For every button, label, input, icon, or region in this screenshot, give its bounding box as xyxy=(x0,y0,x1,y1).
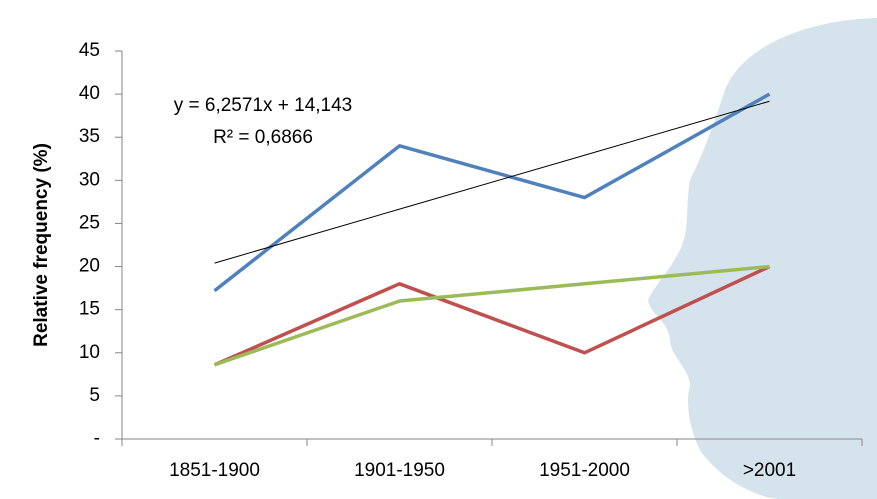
y-tick-label: 15 xyxy=(79,299,100,320)
series-line xyxy=(213,264,771,367)
x-tick-label: >2001 xyxy=(743,460,796,481)
series-line xyxy=(213,92,771,293)
face-silhouette xyxy=(648,18,877,499)
trend-line xyxy=(214,100,770,264)
y-tick-label: 25 xyxy=(79,212,100,233)
y-tick-label: 10 xyxy=(79,342,100,363)
x-tick-label: 1901-1950 xyxy=(354,460,445,481)
x-tick-label: 1851-1900 xyxy=(169,460,260,481)
y-tick-label: 5 xyxy=(89,385,100,406)
series-line xyxy=(213,264,770,367)
y-axis-label: Relative frequency (%) xyxy=(31,143,52,347)
trend-r-squared: R² = 0,6866 xyxy=(213,127,313,148)
y-tick-label: 45 xyxy=(79,40,100,61)
trend-equation: y = 6,2571x + 14,143 xyxy=(174,95,353,116)
y-tick-label: 20 xyxy=(79,256,100,277)
y-tick-label: - xyxy=(94,428,100,449)
y-tick-label: 40 xyxy=(79,83,100,104)
x-tick-label: 1951-2000 xyxy=(539,460,630,481)
y-tick-label: 35 xyxy=(79,126,100,147)
y-tick-label: 30 xyxy=(79,169,100,190)
